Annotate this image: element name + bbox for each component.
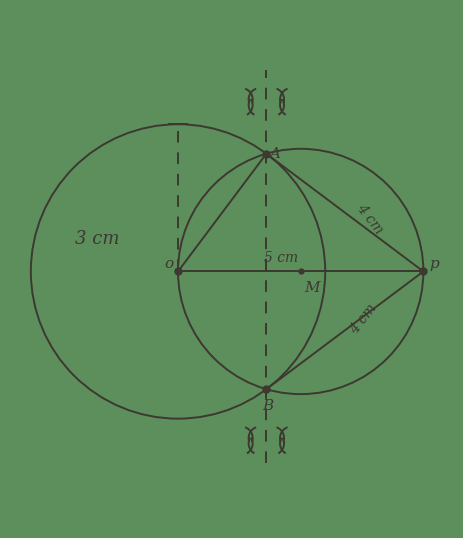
Text: 4 cm: 4 cm bbox=[352, 201, 384, 236]
Text: o: o bbox=[164, 257, 173, 271]
Text: 4 cm: 4 cm bbox=[346, 302, 378, 337]
Text: p: p bbox=[428, 257, 438, 271]
Text: 3 cm: 3 cm bbox=[75, 230, 119, 249]
Text: B: B bbox=[262, 399, 273, 413]
Text: M: M bbox=[304, 281, 319, 295]
Text: A: A bbox=[268, 147, 279, 161]
Text: 5 cm: 5 cm bbox=[263, 251, 297, 265]
